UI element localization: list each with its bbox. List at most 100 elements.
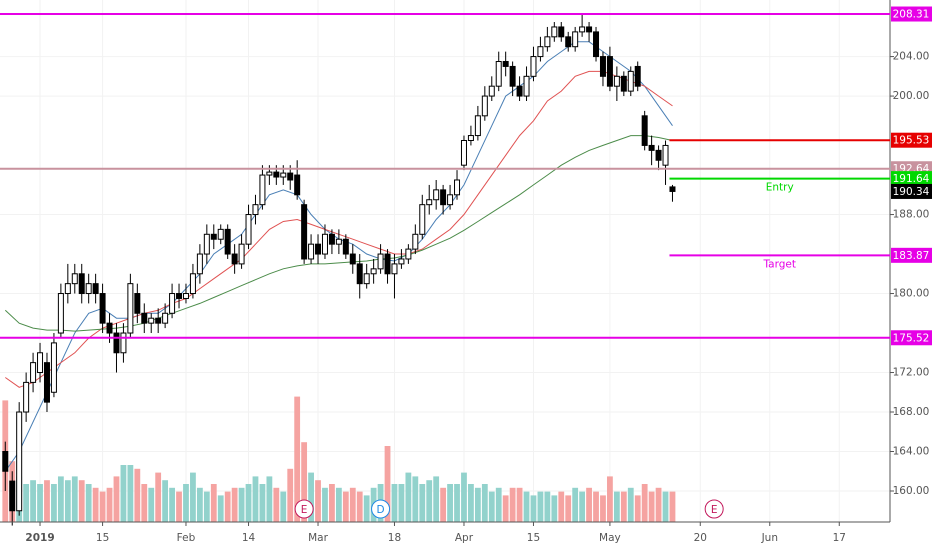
volume-bar xyxy=(30,480,36,522)
volume-bar xyxy=(363,495,370,522)
volume-bar xyxy=(266,476,273,522)
volume-bar xyxy=(57,476,64,522)
volume-bar xyxy=(523,491,530,522)
candle-body xyxy=(606,56,613,87)
x-tick-label: 17 xyxy=(833,532,846,544)
volume-bar xyxy=(558,491,565,522)
volume-bar xyxy=(433,476,440,522)
x-tick-label: 15 xyxy=(527,532,540,544)
candle-body xyxy=(537,46,544,58)
candle-body xyxy=(162,312,169,324)
x-tick-label: Apr xyxy=(455,532,474,544)
volume-bar xyxy=(537,491,544,522)
volume-bar xyxy=(329,484,335,522)
x-tick-label: May xyxy=(599,532,621,544)
candle-body xyxy=(488,85,495,97)
volume-bar xyxy=(468,484,474,522)
candle-body xyxy=(662,144,669,166)
candle-body xyxy=(349,253,356,265)
candle-body xyxy=(523,75,530,97)
volume-bar xyxy=(259,484,266,522)
volume-bar xyxy=(92,487,99,522)
volume-bar xyxy=(648,491,655,522)
candle-body xyxy=(648,144,655,151)
volume-bar xyxy=(231,487,238,522)
candle-body xyxy=(579,26,586,33)
candle-body xyxy=(655,149,662,161)
volume-bar xyxy=(412,476,419,522)
volume-bar xyxy=(273,487,280,522)
candle-body xyxy=(641,115,648,146)
candle-body xyxy=(447,194,454,206)
volume-bar xyxy=(551,495,558,522)
candle-body xyxy=(155,317,162,324)
volume-bar xyxy=(44,480,50,522)
moving-average xyxy=(4,41,673,472)
volume-bar xyxy=(85,484,92,522)
candle-body xyxy=(231,253,238,265)
volume-bar xyxy=(669,491,676,522)
y-tick-label: 168.00 xyxy=(893,406,930,418)
price-label: 191.64 xyxy=(893,173,930,185)
candle-body xyxy=(634,65,641,87)
price-label: 175.52 xyxy=(893,332,930,344)
candle-body xyxy=(315,243,322,255)
candle-body xyxy=(30,362,37,383)
candle-body xyxy=(481,95,488,117)
x-tick-label: 15 xyxy=(96,532,109,544)
volume-bar xyxy=(516,487,523,522)
candle-body xyxy=(426,199,433,206)
volume-bar xyxy=(224,491,231,522)
x-tick-label: 20 xyxy=(694,532,707,544)
candle-body xyxy=(280,172,287,178)
price-label-box xyxy=(891,330,932,346)
volume-bar xyxy=(335,487,342,522)
candle-body xyxy=(106,322,113,334)
y-tick-label: 180.00 xyxy=(893,288,930,300)
candle-body xyxy=(113,332,120,354)
volume-bar xyxy=(120,465,127,522)
candle-body xyxy=(669,186,676,192)
candle-body xyxy=(586,26,593,33)
candle-body xyxy=(593,31,600,58)
x-tick-label: 2019 xyxy=(25,532,54,544)
candle-body xyxy=(370,268,377,275)
candle-body xyxy=(169,293,176,314)
volume-bar xyxy=(419,484,426,522)
volume-bar xyxy=(502,495,509,522)
candle-body xyxy=(391,263,398,275)
candle-body xyxy=(384,253,391,275)
volume-bar xyxy=(113,476,120,522)
candle-body xyxy=(419,204,426,235)
volume-bar xyxy=(440,487,447,522)
price-label-box xyxy=(891,171,932,187)
volume-bar xyxy=(238,487,245,522)
level-annotation: Entry xyxy=(766,182,794,194)
volume-bar xyxy=(176,491,182,522)
candle-body xyxy=(516,85,523,97)
price-label: 208.31 xyxy=(893,9,930,21)
x-tick-label: Feb xyxy=(177,532,196,544)
candle-body xyxy=(252,204,259,216)
candle-body xyxy=(210,233,217,240)
volume-bar xyxy=(544,491,551,522)
price-label: 190.34 xyxy=(893,186,930,198)
volume-bar xyxy=(474,487,481,522)
candle-body xyxy=(565,36,572,48)
volume-bar xyxy=(405,472,412,522)
event-marker xyxy=(294,499,314,519)
volume-bar xyxy=(217,495,224,522)
candle-body xyxy=(412,233,419,250)
candle-body xyxy=(544,36,551,48)
volume-bar xyxy=(196,487,203,522)
candle-body xyxy=(266,171,273,176)
candle-body xyxy=(502,61,509,67)
volume-bar xyxy=(183,484,189,522)
volume-bar xyxy=(141,484,148,522)
volume-bar xyxy=(203,491,210,522)
volume-bar xyxy=(447,484,453,522)
candle-body xyxy=(134,293,141,314)
volume-bar xyxy=(579,491,586,522)
volume-bar xyxy=(488,491,495,522)
